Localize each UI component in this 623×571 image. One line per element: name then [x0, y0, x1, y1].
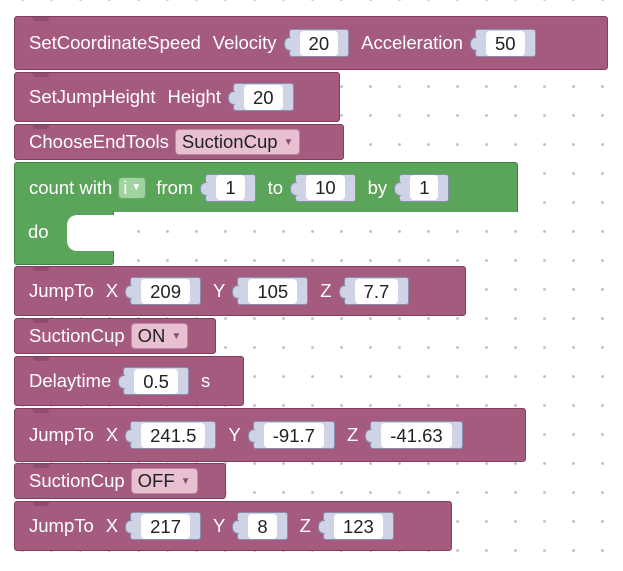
- set-coordinate-speed-block[interactable]: SetCoordinateSpeed Velocity 20 Accelerat…: [14, 16, 608, 70]
- end-tool-dropdown[interactable]: SuctionCup ▼: [174, 129, 301, 155]
- x-socket[interactable]: 217: [125, 512, 201, 540]
- by-socket[interactable]: 1: [394, 173, 450, 202]
- velocity-socket[interactable]: 20: [283, 29, 350, 57]
- x-label: X: [105, 280, 119, 301]
- delay-socket[interactable]: 0.5: [118, 367, 189, 395]
- loop-variable-dropdown[interactable]: i ▼: [118, 176, 147, 199]
- x-value[interactable]: 241.5: [141, 422, 206, 448]
- y-value[interactable]: 105: [248, 278, 298, 304]
- y-socket[interactable]: 105: [232, 277, 309, 305]
- acceleration-socket[interactable]: 50: [469, 29, 536, 57]
- block-label: JumpTo: [29, 515, 94, 536]
- x-socket[interactable]: 241.5: [125, 421, 217, 449]
- jump-to-block[interactable]: JumpTo X 209 Y 105 Z 7.7: [14, 266, 466, 316]
- dropdown-arrow-icon: ▼: [180, 475, 191, 487]
- loop-label: count with: [29, 176, 113, 198]
- z-label: Z: [320, 280, 332, 301]
- height-socket[interactable]: 20: [228, 83, 294, 111]
- z-label: Z: [299, 515, 311, 536]
- suction-cup-block[interactable]: SuctionCup OFF ▼: [14, 463, 226, 499]
- dropdown-arrow-icon: ▼: [131, 182, 142, 193]
- z-value[interactable]: 7.7: [354, 278, 399, 304]
- block-label: Delaytime: [29, 370, 112, 391]
- velocity-label: Velocity: [212, 32, 277, 53]
- y-label: Y: [228, 424, 241, 445]
- x-label: X: [105, 515, 119, 536]
- jump-to-block[interactable]: JumpTo X 217 Y 8 Z 123: [14, 501, 452, 551]
- delay-time-block[interactable]: Delaytime 0.5 s: [14, 356, 244, 406]
- block-label: ChooseEndTools: [29, 131, 169, 152]
- suction-state-dropdown[interactable]: OFF ▼: [130, 468, 198, 494]
- z-socket[interactable]: 123: [317, 512, 394, 540]
- x-socket[interactable]: 209: [125, 277, 201, 305]
- delay-value[interactable]: 0.5: [134, 368, 178, 394]
- block-label: SetCoordinateSpeed: [29, 32, 201, 53]
- z-socket[interactable]: 7.7: [338, 277, 410, 305]
- to-socket[interactable]: 10: [290, 173, 356, 202]
- end-tool-value: SuctionCup: [181, 131, 278, 152]
- set-jump-height-block[interactable]: SetJumpHeight Height 20: [14, 72, 340, 122]
- x-value[interactable]: 209: [141, 278, 190, 304]
- dropdown-arrow-icon: ▼: [171, 330, 182, 342]
- dropdown-arrow-icon: ▼: [283, 136, 294, 148]
- by-value[interactable]: 1: [410, 175, 439, 200]
- y-value[interactable]: 8: [248, 513, 277, 539]
- acceleration-value[interactable]: 50: [485, 30, 525, 56]
- suction-state-dropdown[interactable]: ON ▼: [130, 323, 189, 349]
- from-label: from: [156, 176, 194, 198]
- from-socket[interactable]: 1: [200, 173, 256, 202]
- block-label: SuctionCup: [29, 325, 125, 346]
- z-label: Z: [346, 424, 359, 445]
- velocity-value[interactable]: 20: [299, 30, 339, 56]
- z-value[interactable]: 123: [333, 513, 383, 539]
- y-value[interactable]: -91.7: [263, 422, 324, 448]
- block-label: SetJumpHeight: [29, 86, 156, 107]
- block-label: JumpTo: [29, 280, 94, 301]
- block-label: JumpTo: [29, 424, 94, 445]
- x-value[interactable]: 217: [141, 513, 190, 539]
- by-label: by: [367, 176, 388, 198]
- z-value[interactable]: -41.63: [381, 422, 452, 448]
- to-label: to: [267, 176, 284, 198]
- to-value[interactable]: 10: [306, 175, 345, 200]
- x-label: X: [105, 424, 119, 445]
- acceleration-label: Acceleration: [361, 32, 463, 53]
- y-socket[interactable]: -91.7: [247, 421, 335, 449]
- z-socket[interactable]: -41.63: [365, 421, 463, 449]
- height-value[interactable]: 20: [243, 84, 283, 110]
- delay-unit: s: [200, 370, 211, 391]
- suction-cup-block[interactable]: SuctionCup ON ▼: [14, 318, 216, 354]
- y-label: Y: [213, 515, 226, 536]
- loop-variable: i: [123, 176, 128, 198]
- jump-to-block[interactable]: JumpTo X 241.5 Y -91.7 Z -41.63: [14, 408, 526, 462]
- suction-state: ON: [137, 325, 166, 346]
- do-label: do: [28, 221, 49, 242]
- loop-do-slot: [67, 215, 115, 251]
- count-with-loop-block[interactable]: count with i ▼ from 1 to 10 by 1: [14, 162, 518, 212]
- choose-end-tools-block[interactable]: ChooseEndTools SuctionCup ▼: [14, 124, 344, 160]
- from-value[interactable]: 1: [216, 175, 245, 200]
- height-label: Height: [167, 86, 221, 107]
- suction-state: OFF: [137, 470, 175, 491]
- y-label: Y: [213, 280, 226, 301]
- y-socket[interactable]: 8: [232, 512, 288, 540]
- block-label: SuctionCup: [29, 470, 125, 491]
